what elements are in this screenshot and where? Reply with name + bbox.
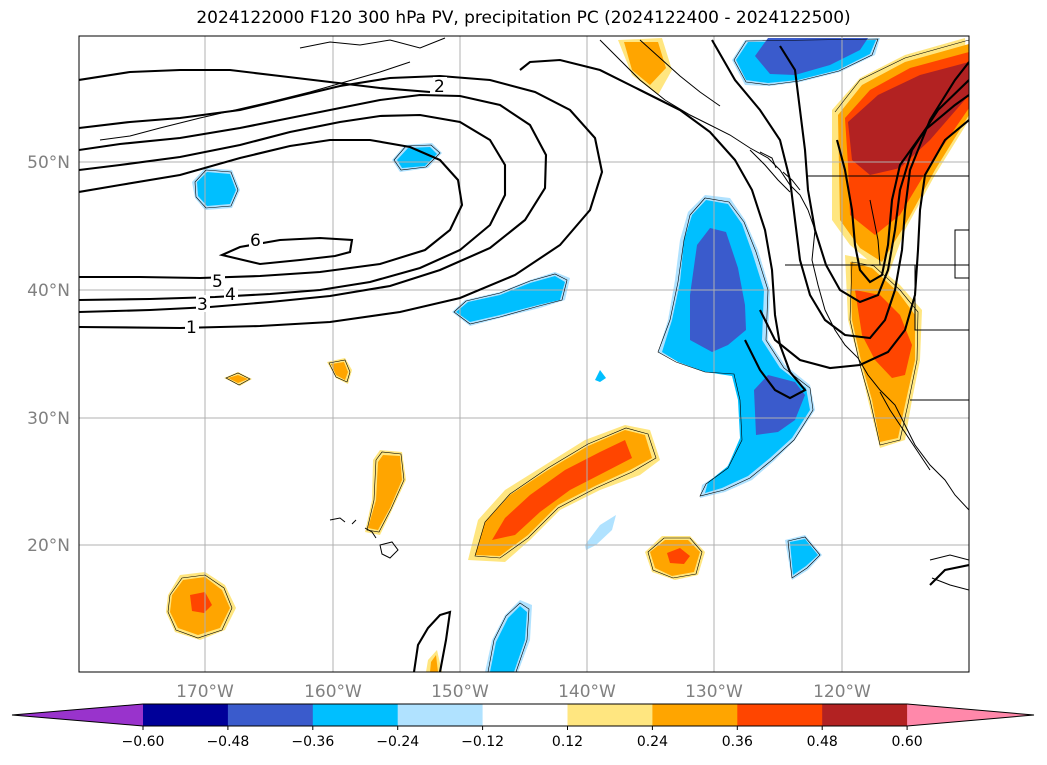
colorbar-tick-label: −0.12 — [461, 734, 504, 750]
lon-label-120w: 120°W — [813, 682, 871, 702]
colorbar-tick-label: 0.36 — [722, 734, 753, 750]
lon-label-170w: 170°W — [176, 682, 234, 702]
anomaly-ca-red — [855, 290, 912, 378]
lat-label-40: 40°N — [27, 281, 70, 301]
colorbar-bin — [567, 704, 653, 726]
pv-contour-5 — [79, 138, 464, 280]
lat-label-30: 30°N — [27, 409, 70, 429]
map-title: 2024122000 F120 300 hPa PV, precipitatio… — [196, 8, 851, 28]
contour-label-1: 1 — [186, 318, 197, 338]
colorbar-tick-label: −0.36 — [291, 734, 334, 750]
colorbar-bin — [143, 704, 229, 726]
contour-label-5: 5 — [212, 272, 223, 292]
pv-contour-1 — [79, 74, 604, 330]
colorbar-bin — [312, 704, 399, 726]
pv-contours — [79, 39, 969, 672]
colorbar-tick-label: 0.60 — [892, 734, 923, 750]
colorbar-tick-label: 0.48 — [807, 734, 838, 750]
lon-label-140w: 140°W — [558, 682, 616, 702]
contour-label-3: 3 — [197, 295, 208, 315]
anomaly-blue-dg — [585, 515, 616, 550]
pv-contour-3 — [79, 93, 548, 314]
colorbar-bin — [227, 704, 314, 726]
plot-area: 1 2 3 4 5 6 — [79, 36, 969, 672]
pv-contour-4 — [79, 113, 507, 302]
colorbar-bin — [482, 704, 568, 726]
lon-label-130w: 130°W — [685, 682, 743, 702]
anomaly-blue-sr — [790, 539, 818, 575]
anomaly-ne-dark — [848, 62, 969, 175]
anomaly-dot2-o — [331, 362, 348, 380]
longitude-labels: 170°W 160°W 150°W 140°W 130°W 120°W — [176, 682, 871, 702]
anomaly-blue-bt — [490, 606, 527, 672]
colorbar-tick-label: −0.24 — [376, 734, 419, 750]
colorbar-extend-low — [12, 704, 143, 726]
colorbar-tick-label: 0.12 — [552, 734, 583, 750]
anomaly-ak-orange — [624, 42, 666, 85]
anomaly-blue-band-dark2 — [754, 375, 805, 435]
pv-contour-2 — [79, 68, 431, 94]
negative-anomalies — [192, 38, 880, 672]
anomaly-dot3-o — [430, 655, 438, 672]
colorbar-tick-label: 0.24 — [637, 734, 668, 750]
anomaly-hi-orange — [368, 455, 402, 530]
positive-anomalies — [166, 38, 969, 672]
plot-frame — [78, 35, 970, 673]
coastlines — [99, 37, 969, 591]
lon-label-160w: 160°W — [304, 682, 362, 702]
anomaly-blue-nw — [197, 172, 236, 206]
anomaly-outlines — [167, 38, 969, 672]
anomaly-dot1-o — [228, 375, 248, 383]
colorbar-extend-high — [907, 704, 1034, 726]
contour-label-2: 2 — [434, 77, 445, 97]
anomaly-band-red — [492, 440, 632, 540]
colorbar-bin — [652, 704, 738, 726]
anomaly-blob-red — [667, 548, 690, 564]
contour-labels: 1 2 3 4 5 6 — [185, 77, 447, 338]
anomaly-blue-tm — [397, 147, 437, 168]
colorbar-bin — [397, 704, 484, 726]
colorbar: −0.60 −0.48 −0.36 −0.24 −0.12 0.12 0.24 0.36 0.4… — [11, 703, 1035, 750]
anomaly-sw-red — [190, 592, 212, 613]
anomaly-blue-cw — [456, 276, 565, 322]
contour-label-6: 6 — [250, 231, 261, 251]
anomaly-blue-dot — [595, 370, 606, 382]
lat-label-50: 50°N — [27, 153, 70, 173]
lat-label-20: 20°N — [27, 536, 70, 556]
colorbar-tick-label: −0.48 — [206, 734, 249, 750]
anomaly-blue-ne-dark — [755, 38, 868, 75]
colorbar-bin — [822, 704, 908, 726]
contour-label-4: 4 — [225, 285, 236, 305]
colorbar-bin — [737, 704, 823, 726]
lon-label-150w: 150°W — [431, 682, 489, 702]
latitude-labels: 50°N 40°N 30°N 20°N — [27, 153, 70, 556]
colorbar-tick-label: −0.60 — [122, 734, 165, 750]
